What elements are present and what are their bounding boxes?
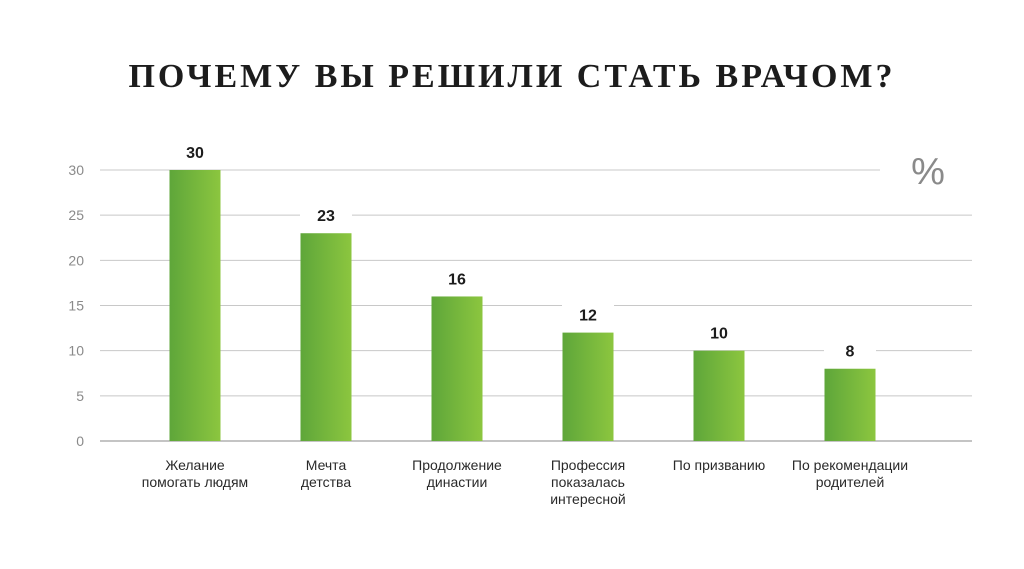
category-label-line: По призванию (673, 457, 765, 473)
value-label-backdrop (824, 338, 876, 361)
value-label: 12 (579, 308, 597, 325)
category-label: Продолжение династии (412, 457, 502, 490)
category-label: По призванию (673, 457, 765, 473)
y-axis-ticks: 0 5 10 15 20 25 30 (68, 162, 84, 449)
y-tick-label: 5 (76, 388, 84, 404)
category-label-line: По рекомендации (792, 457, 908, 473)
value-label-backdrop (562, 302, 614, 325)
category-label-line: родителей (816, 474, 885, 490)
value-label-backdrop (169, 140, 221, 162)
value-label: 10 (710, 326, 728, 343)
bar (169, 170, 221, 441)
category-labels: Желание помогать людям Мечта детства Продолж… (142, 457, 908, 507)
y-tick-label: 15 (68, 298, 84, 314)
value-labels: 30 23 16 12 10 8 (186, 145, 854, 361)
bar (431, 296, 483, 441)
chart-title: ПОЧЕМУ ВЫ РЕШИЛИ СТАТЬ ВРАЧОМ? (128, 58, 896, 95)
value-label-backdrop (300, 203, 352, 226)
bar (824, 368, 876, 441)
category-label-line: Продолжение (412, 457, 502, 473)
bar (562, 332, 614, 441)
bars (169, 140, 876, 441)
y-tick-label: 10 (68, 343, 84, 359)
category-label-line: Желание (165, 457, 225, 473)
category-label-line: Профессия (551, 457, 625, 473)
unit-label: % (911, 151, 945, 193)
category-label-line: детства (301, 474, 351, 490)
value-label: 16 (448, 271, 466, 288)
y-tick-label: 30 (68, 162, 84, 178)
category-label-line: интересной (550, 491, 626, 507)
value-label: 23 (317, 208, 335, 225)
category-label: Профессия показалась интересной (550, 457, 626, 507)
category-label: Мечта детства (301, 457, 351, 490)
y-tick-label: 0 (76, 433, 84, 449)
bar (300, 233, 352, 441)
bar (693, 350, 745, 441)
category-label-line: помогать людям (142, 474, 248, 490)
value-label-backdrop (693, 320, 745, 343)
value-label-backdrop (431, 266, 483, 289)
value-label: 30 (186, 145, 204, 162)
category-label-line: Мечта (306, 457, 347, 473)
y-tick-label: 25 (68, 207, 84, 223)
category-label-line: показалась (551, 474, 625, 490)
y-tick-label: 20 (68, 252, 84, 268)
category-label-line: династии (427, 474, 488, 490)
gridlines (100, 169, 972, 442)
category-label: По рекомендации родителей (792, 457, 908, 490)
category-label: Желание помогать людям (142, 457, 248, 490)
value-label: 8 (846, 344, 855, 361)
